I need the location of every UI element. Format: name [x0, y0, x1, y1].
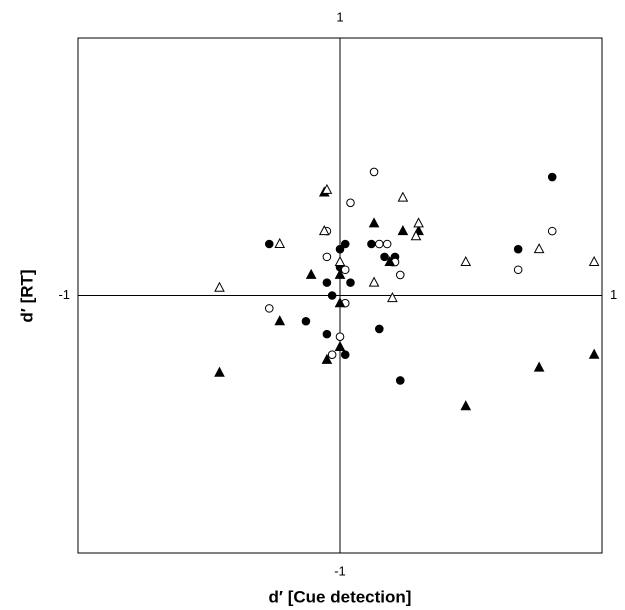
point: [321, 183, 333, 194]
point: [547, 172, 557, 182]
point: [334, 268, 346, 279]
point: [321, 353, 333, 364]
point: [340, 265, 350, 275]
point: [334, 297, 346, 308]
point: [368, 276, 380, 287]
x-tick-label: -1: [58, 287, 70, 302]
point: [395, 270, 405, 280]
point: [274, 237, 286, 248]
point: [387, 292, 398, 303]
point: [533, 361, 545, 372]
point: [334, 340, 346, 351]
point: [322, 278, 332, 287]
point: [214, 281, 225, 292]
point: [335, 244, 345, 254]
point: [513, 265, 523, 275]
point: [327, 291, 337, 300]
point: [513, 244, 523, 254]
point: [410, 230, 422, 241]
point: [375, 239, 384, 249]
point: [264, 304, 274, 313]
point: [547, 226, 557, 236]
point: [340, 239, 350, 249]
point: [301, 316, 311, 326]
x-axis-title: d′ [Cue detection]: [269, 587, 412, 606]
point: [318, 225, 330, 236]
point: [397, 191, 409, 202]
point: [460, 255, 472, 267]
y-axis-title: d′ [RT]: [17, 269, 36, 322]
point: [368, 217, 380, 228]
point: [588, 348, 600, 359]
point: [375, 324, 384, 334]
point: [327, 350, 337, 360]
point: [305, 268, 317, 279]
point: [334, 255, 346, 267]
point: [395, 376, 405, 385]
point: [397, 225, 409, 236]
point: [346, 198, 355, 208]
point: [367, 239, 376, 249]
point: [382, 239, 392, 249]
point: [460, 400, 472, 411]
point: [264, 239, 274, 249]
point: [274, 315, 286, 326]
point: [413, 217, 424, 228]
point: [380, 252, 389, 262]
point: [369, 167, 379, 177]
point: [322, 329, 332, 339]
point: [335, 332, 345, 342]
point: [322, 252, 332, 262]
point: [533, 243, 545, 254]
point: [384, 255, 396, 267]
x-tick-label: 1: [610, 287, 617, 302]
y-tick-label: 1: [336, 9, 343, 24]
point: [340, 350, 350, 360]
point: [214, 366, 225, 377]
point: [346, 278, 355, 287]
point: [588, 255, 600, 267]
y-tick-label: -1: [334, 563, 346, 578]
